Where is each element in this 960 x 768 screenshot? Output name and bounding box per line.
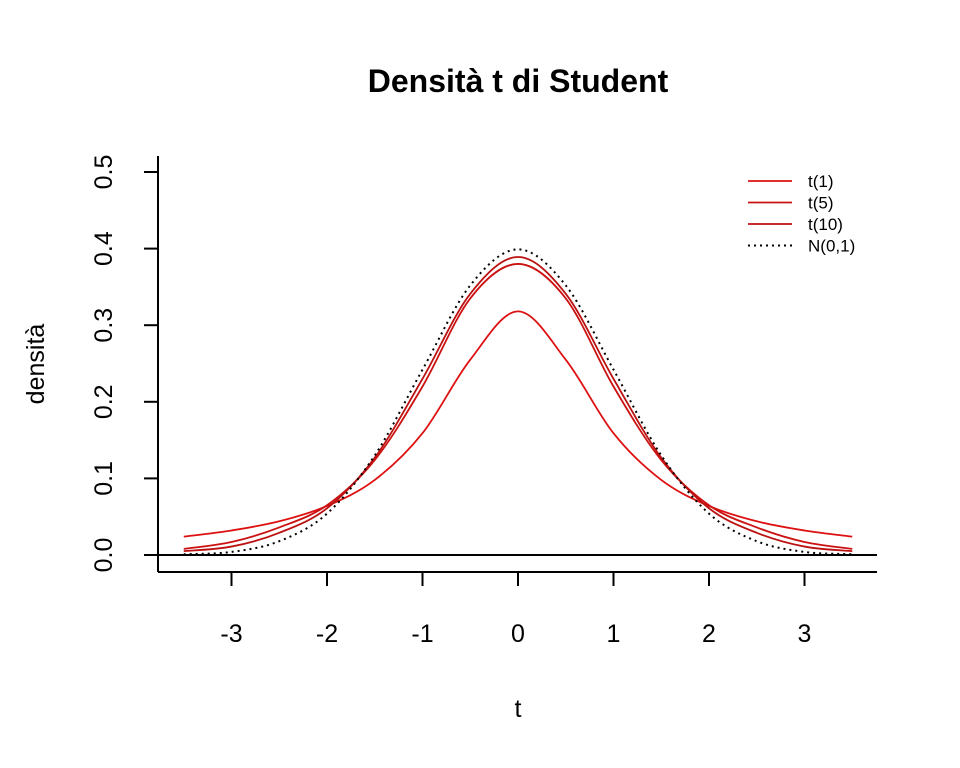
x-tick-label: -1 xyxy=(411,620,433,648)
y-tick-label: 0.4 xyxy=(90,231,118,266)
x-tick-label: -2 xyxy=(316,620,338,648)
series-line-4 xyxy=(183,248,853,556)
plot-area xyxy=(183,248,853,556)
x-tick-label: 3 xyxy=(798,620,812,648)
x-axis-title: t xyxy=(515,695,522,723)
series-line-1 xyxy=(183,310,853,538)
legend-label-2: t(5) xyxy=(808,194,834,213)
axes: -3 -2 -1 0 1 2 3 0.0 0.1 0.2 0.3 0.4 0.5 xyxy=(90,155,877,648)
legend-label-1: t(1) xyxy=(808,172,834,191)
y-tick-label: 0.0 xyxy=(90,538,118,573)
y-tick-label: 0.1 xyxy=(90,461,118,496)
series-line-3 xyxy=(183,256,853,553)
chart-title: Densità t di Student xyxy=(368,63,669,99)
x-tick-label: 2 xyxy=(702,620,716,648)
legend-label-4: N(0,1) xyxy=(808,237,855,256)
x-tick-label: 0 xyxy=(511,620,525,648)
x-tick-label: 1 xyxy=(607,620,621,648)
legend: t(1) t(5) t(10) N(0,1) xyxy=(748,172,855,256)
y-tick-label: 0.5 xyxy=(90,155,118,190)
x-tick-label: -3 xyxy=(220,620,242,648)
series-line-2 xyxy=(183,263,853,550)
y-tick-label: 0.2 xyxy=(90,384,118,419)
y-tick-label: 0.3 xyxy=(90,308,118,343)
y-axis-title: densità xyxy=(22,324,50,405)
legend-label-3: t(10) xyxy=(808,215,843,234)
